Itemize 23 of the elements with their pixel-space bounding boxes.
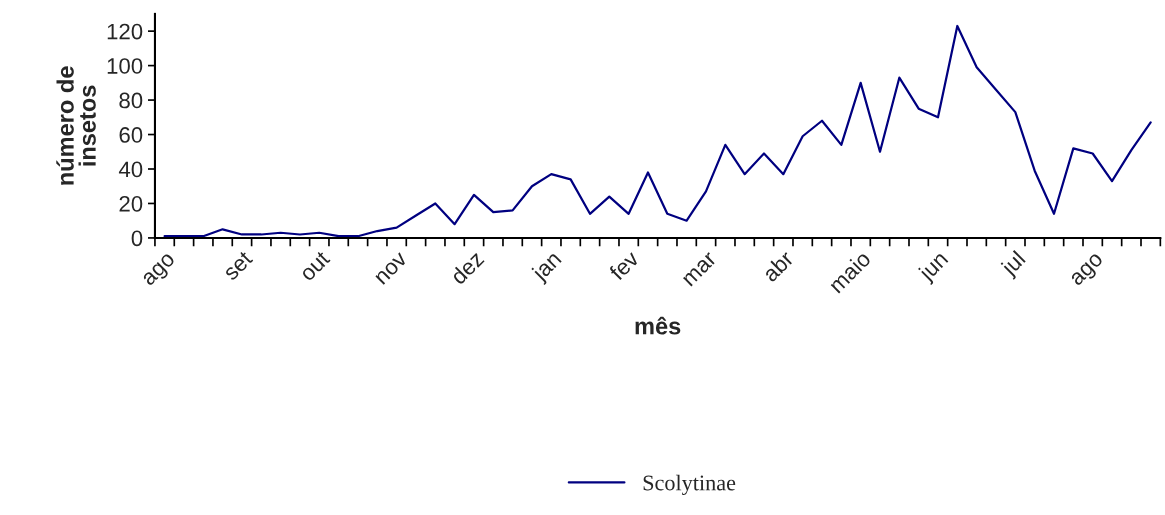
x-tick-label: ago [142,252,179,290]
y-tick-label: 40 [118,161,143,178]
x-tick-label: mar [682,252,718,287]
y-tick-label: 0 [131,230,143,247]
y-axis-title: número de insetos [56,66,96,185]
x-tick-label: abr [761,249,795,283]
y-tick-label: 80 [119,92,143,109]
line-series [163,24,1152,238]
x-tick-label: dez [449,249,485,286]
x-tick-label: jan [529,250,565,286]
x-tick-label: out [299,250,331,282]
y-tick-label: 100 [107,58,143,74]
x-tick-label: fev [607,249,641,282]
x-tick-label: jun [916,250,952,286]
legend-label: Scolytinae [643,474,736,495]
y-tick-label: 120 [107,23,143,40]
x-tick-label: jul [999,250,1029,280]
x-axis-title: mês [635,316,681,335]
y-tick-label: 20 [119,196,143,212]
y-tick-label: 60 [119,127,143,143]
x-tick-label: nov [375,252,409,285]
x-tick-label: set [222,250,254,282]
x-tick-label: ago [1070,252,1107,290]
